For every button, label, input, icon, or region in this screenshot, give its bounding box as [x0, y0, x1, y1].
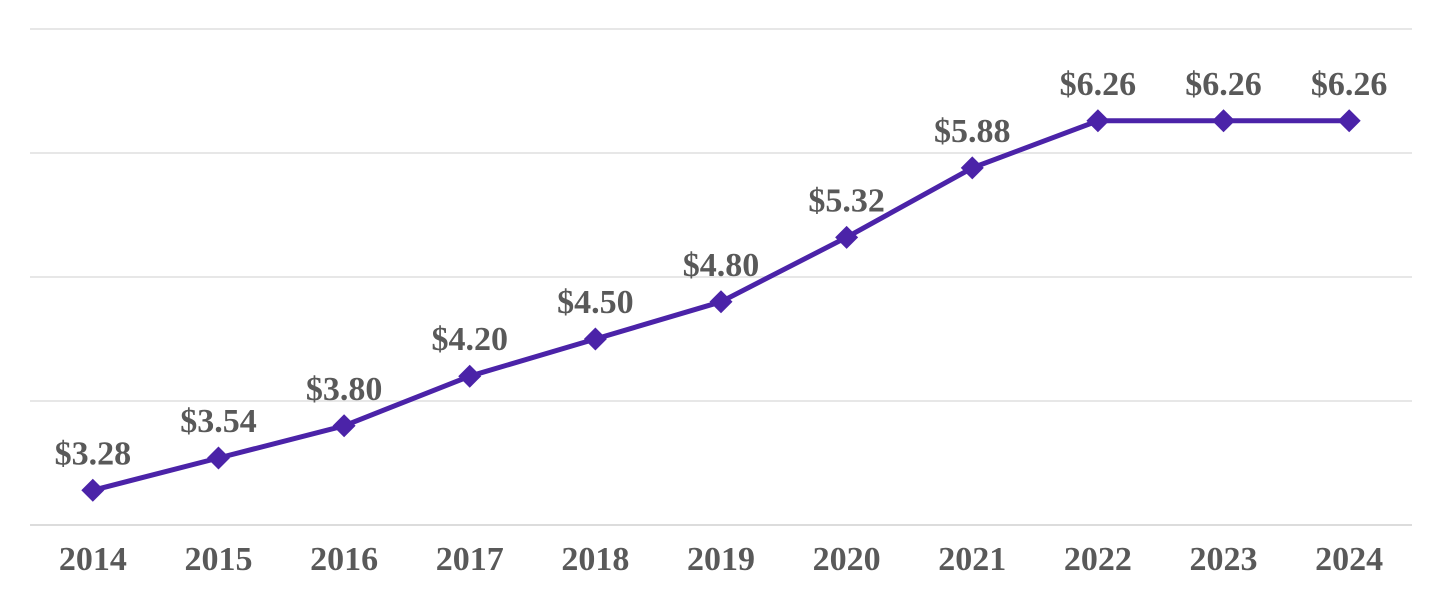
data-point-marker: [206, 446, 230, 470]
x-axis-label: 2024: [1315, 541, 1383, 578]
data-point-label: $4.80: [683, 247, 760, 284]
x-axis-label: 2016: [310, 541, 378, 578]
data-point-marker: [709, 290, 733, 314]
x-axis-label: 2023: [1190, 541, 1258, 578]
data-point-label: $3.28: [55, 435, 132, 472]
data-point-label: $6.26: [1185, 66, 1262, 103]
x-axis-label: 2018: [561, 541, 629, 578]
data-point-label: $5.88: [934, 113, 1011, 150]
x-axis-label: 2017: [436, 541, 504, 578]
data-point-marker: [583, 327, 607, 351]
x-axis-label: 2019: [687, 541, 755, 578]
x-axis-label: 2015: [184, 541, 252, 578]
data-point-label: $3.54: [180, 403, 257, 440]
x-axis-label: 2021: [938, 541, 1006, 578]
data-point-marker: [835, 225, 859, 249]
data-point-marker: [81, 478, 105, 502]
x-axis-label: 2022: [1064, 541, 1132, 578]
data-point-marker: [332, 414, 356, 438]
data-point-label: $5.32: [808, 182, 885, 219]
data-point-marker: [1086, 109, 1110, 133]
x-axis-label: 2020: [813, 541, 881, 578]
data-point-label: $4.20: [431, 321, 508, 358]
x-axis-label: 2014: [59, 541, 127, 578]
data-point-marker: [458, 364, 482, 388]
data-point-marker: [1212, 109, 1236, 133]
data-point-marker: [960, 156, 984, 180]
data-point-label: $3.80: [306, 371, 383, 408]
data-point-label: $6.26: [1060, 66, 1137, 103]
data-point-label: $6.26: [1311, 66, 1388, 103]
data-point-marker: [1337, 109, 1361, 133]
data-point-label: $4.50: [557, 284, 634, 321]
